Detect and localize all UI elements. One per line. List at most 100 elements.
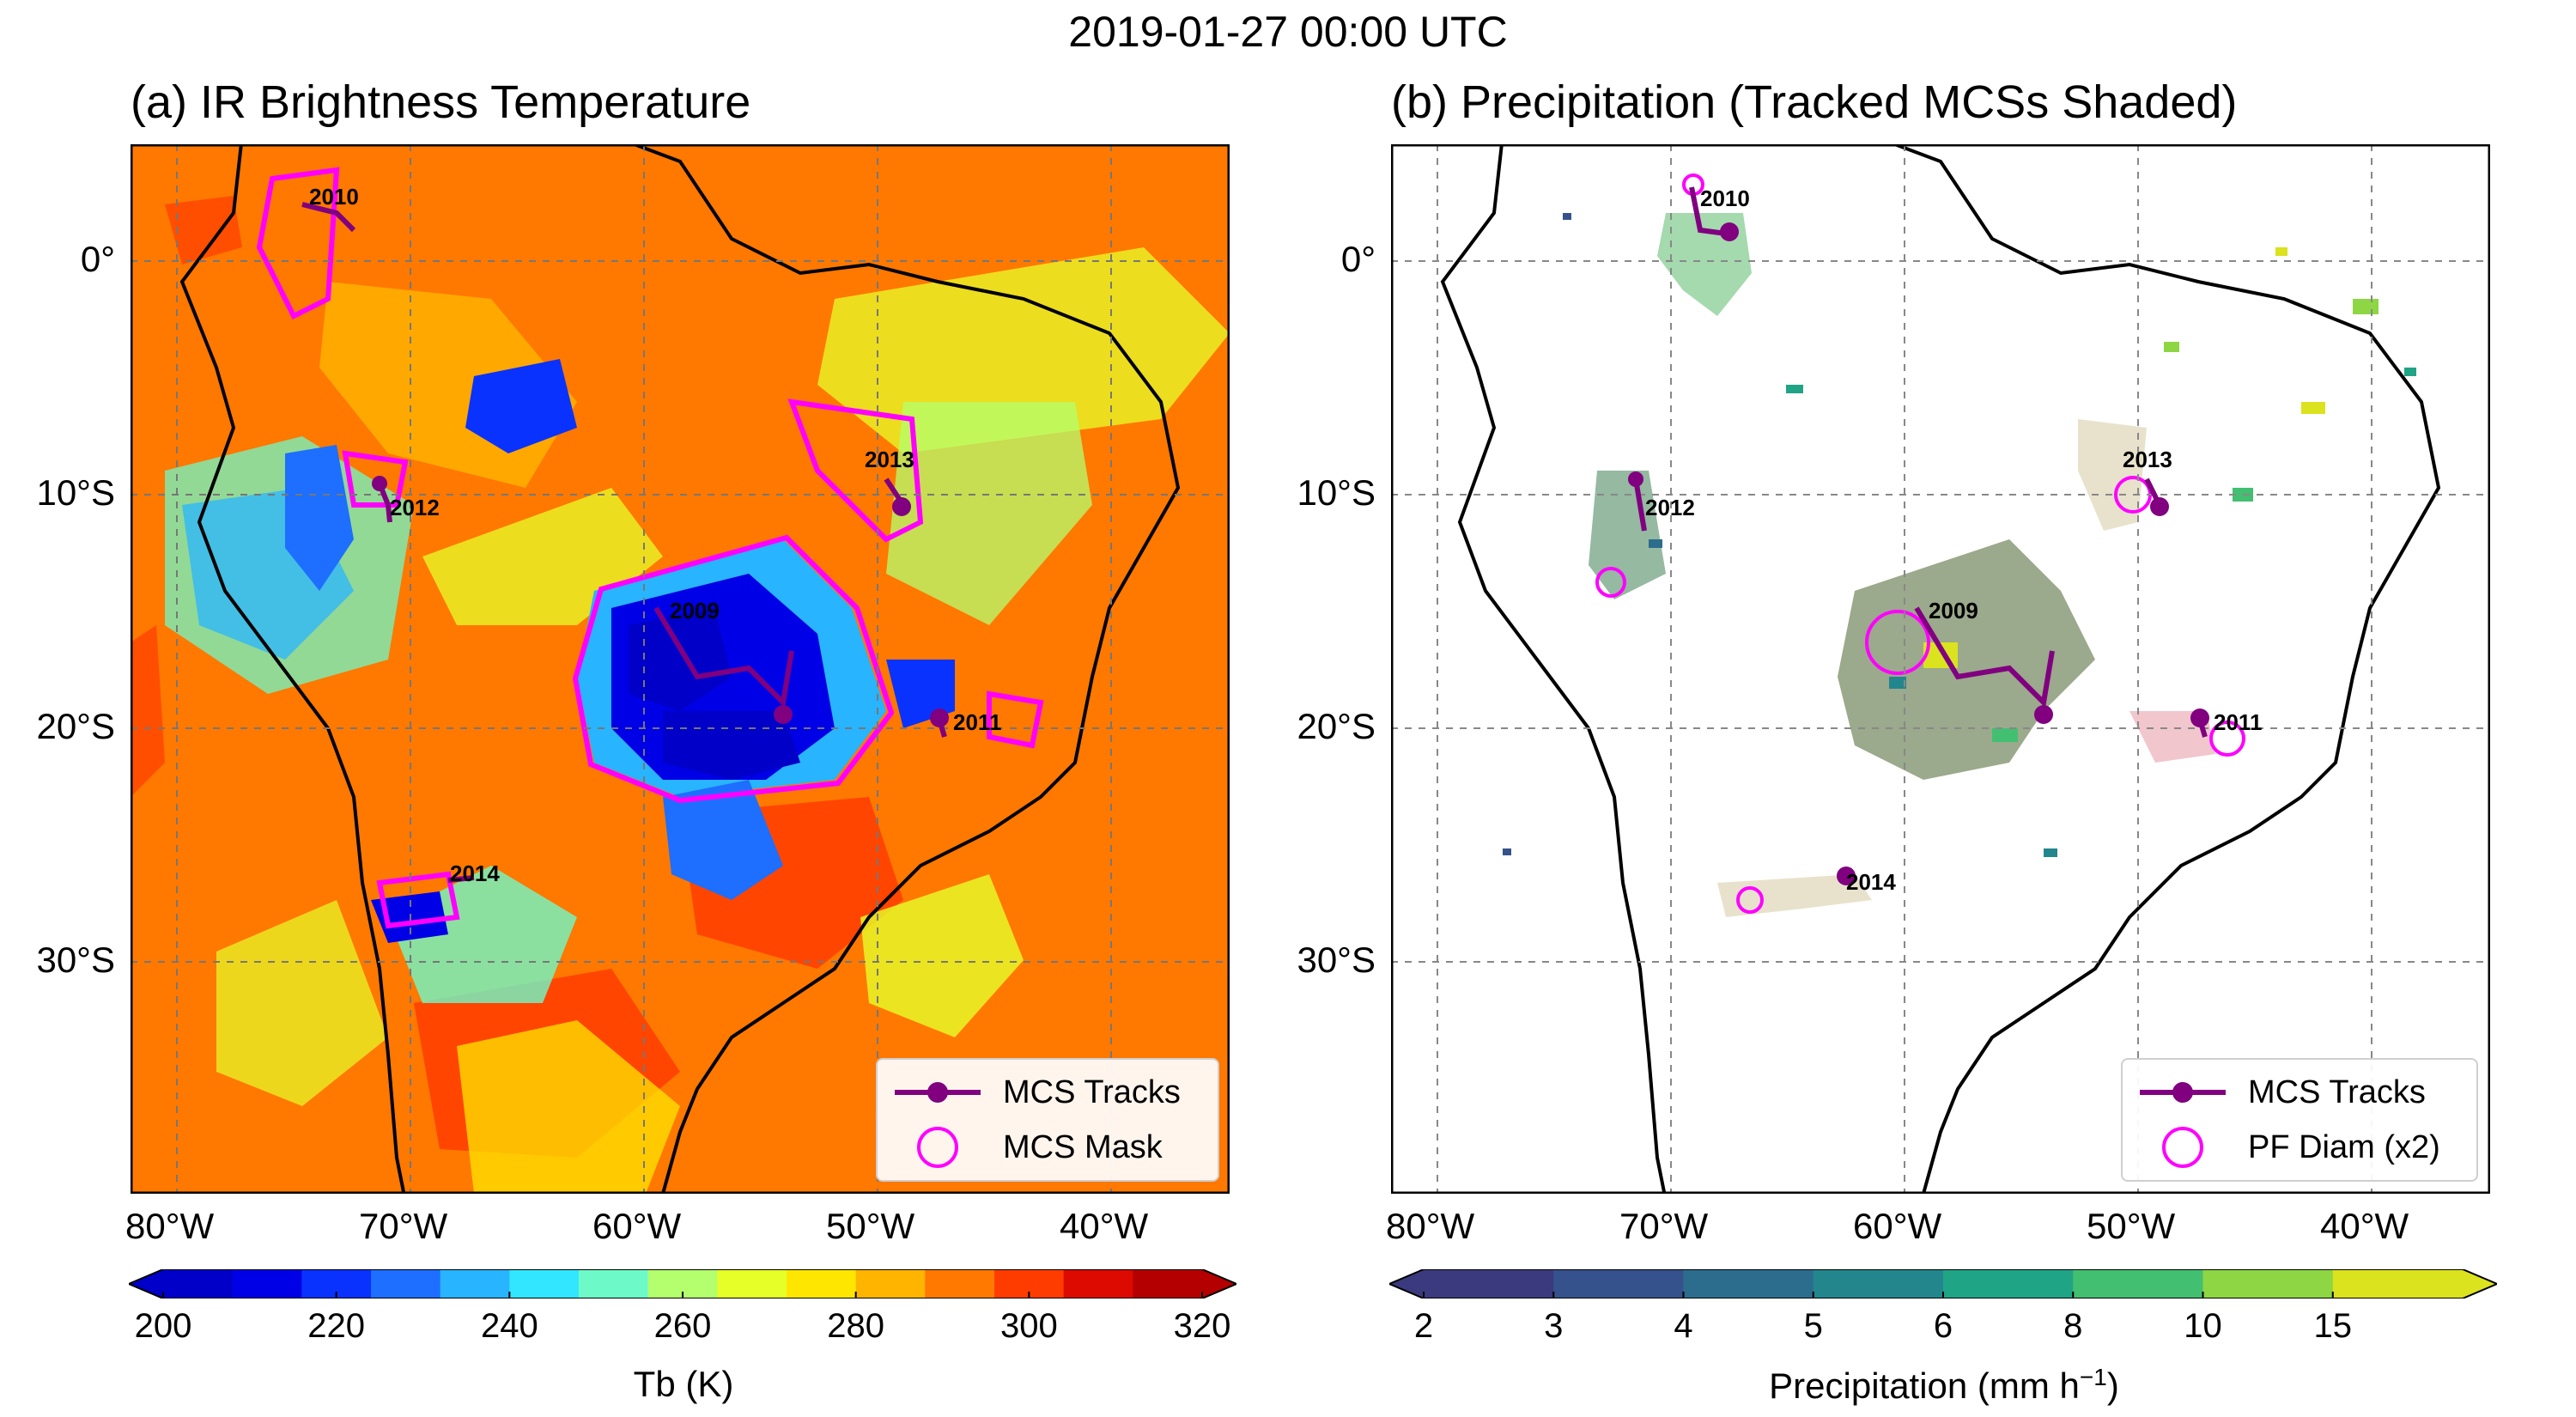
- colorbar-segment: [2332, 1269, 2464, 1298]
- colorbar-segment: [1943, 1269, 2074, 1298]
- legend-tracks-label: MCS Tracks: [1003, 1073, 1181, 1110]
- colorbar-segment: [579, 1269, 649, 1298]
- mcs-tracks-b: [1633, 186, 2208, 883]
- lon-tick-b-3: 50°W: [2087, 1206, 2176, 1246]
- panel-a-map: 2010 2013 2012 2009 2011 2014: [131, 144, 1230, 1194]
- mcs-label: 2011: [953, 709, 1001, 735]
- lon-tick-b-4: 40°W: [2320, 1206, 2409, 1246]
- lon-tick-b-2: 60°W: [1853, 1206, 1942, 1246]
- lon-tick-a-0: 80°W: [125, 1206, 215, 1246]
- lon-tick-b-1: 70°W: [1619, 1206, 1709, 1246]
- lat-tick-b-1: 10°S: [1297, 472, 1376, 513]
- colorbar-tick-label: 220: [307, 1307, 366, 1345]
- lat-tick-a-2: 20°S: [36, 706, 115, 746]
- colorbar-tick-label: 260: [653, 1307, 712, 1345]
- mcs-2009-area: [1838, 539, 2095, 780]
- colorbar-segment: [509, 1269, 580, 1298]
- colorbar-segment: [1063, 1269, 1133, 1298]
- lon-tick-a-3: 50°W: [826, 1206, 915, 1246]
- legend-row-tracks-b: MCS Tracks: [2123, 1067, 2426, 1118]
- colorbar-extend-min: [1389, 1269, 1424, 1298]
- gridlines-a: [131, 144, 1230, 1194]
- lon-tick-b-0: 80°W: [1386, 1206, 1475, 1246]
- mask-circle-icon: [917, 1127, 958, 1168]
- colorbar-segment: [1813, 1269, 1944, 1298]
- colorbar-segment: [2073, 1269, 2203, 1298]
- colorbar-tick-label: 280: [827, 1307, 885, 1345]
- legend-mask-label: MCS Mask: [1003, 1128, 1163, 1165]
- legend-pf-label: PF Diam (x2): [2248, 1128, 2440, 1165]
- lat-tick-b-3: 30°S: [1297, 940, 1376, 980]
- colorbar-tick-label: 15: [2313, 1307, 2353, 1345]
- colorbar-tick-label: 320: [1173, 1307, 1231, 1345]
- panel-b-map: 2010 2013 2012 2009 2011 2014: [1391, 144, 2490, 1194]
- panel-b-legend: MCS Tracks PF Diam (x2): [2121, 1058, 2478, 1182]
- legend-tracks-label-b: MCS Tracks: [2248, 1073, 2426, 1110]
- colorbar-segment: [371, 1269, 441, 1298]
- mcs-mask-outlines: [256, 167, 1044, 929]
- mcs-track-points-b: [1628, 222, 2209, 885]
- colorbar-segment: [440, 1269, 510, 1298]
- mcs-track-points-a: [372, 476, 949, 727]
- mcs-2014-area: [1717, 874, 1872, 917]
- lon-tick-a-2: 60°W: [592, 1206, 682, 1246]
- colorbar-a: [129, 1269, 1236, 1298]
- mcs-labels-b: 2010 2013 2012 2009 2011 2014: [1645, 185, 2262, 895]
- mcs-label: 2012: [1645, 495, 1695, 520]
- panel-a-title: (a) IR Brightness Temperature: [131, 76, 751, 128]
- mcs-label: 2011: [2214, 709, 2262, 735]
- colorbar-segment: [1553, 1269, 1684, 1298]
- colorbar-tick-label: 200: [134, 1307, 192, 1345]
- mcs-label: 2013: [865, 447, 914, 472]
- pf-diameter-circles: [1595, 173, 2245, 914]
- colorbar-extend-max: [2463, 1269, 2497, 1298]
- colorbar-segment: [1133, 1269, 1203, 1298]
- mcs-label: 2010: [309, 184, 359, 210]
- colorbar-b-label: Precipitation (mm h−1): [1769, 1364, 2119, 1406]
- panel-b-title: (b) Precipitation (Tracked MCSs Shaded): [1391, 76, 2238, 128]
- colorbar-a-label: Tb (K): [633, 1364, 734, 1404]
- lat-tick-a-3: 30°S: [36, 940, 115, 980]
- colorbar-segment: [163, 1269, 234, 1298]
- colorbar-segment: [1424, 1269, 1554, 1298]
- mcs-labels-a: 2010 2013 2012 2009 2011 2014: [309, 184, 1001, 886]
- colorbar-tick-label: 3: [1544, 1307, 1564, 1345]
- mcs-shaded-areas: [1589, 213, 2215, 917]
- legend-row-tracks: MCS Tracks: [878, 1067, 1181, 1118]
- colorbar-b: [1389, 1269, 2497, 1298]
- colorbar-tick-label: 240: [480, 1307, 538, 1345]
- colorbar-tick-label: 6: [1933, 1307, 1953, 1345]
- lon-tick-a-1: 70°W: [359, 1206, 448, 1246]
- gridlines-b: [1391, 144, 2490, 1194]
- mcs-label: 2010: [1700, 185, 1750, 211]
- mcs-label: 2014: [1846, 869, 1896, 895]
- colorbar-segment: [717, 1269, 787, 1298]
- colorbar-tick-label: 300: [999, 1307, 1058, 1345]
- coastline-a: [179, 144, 1181, 1194]
- mcs-label: 2013: [2123, 447, 2172, 472]
- pf-circle-icon: [2162, 1127, 2203, 1168]
- lat-tick-b-2: 20°S: [1297, 706, 1376, 746]
- colorbar-tick-label: 4: [1674, 1307, 1693, 1345]
- lat-tick-a-0: 0°: [80, 239, 115, 279]
- colorbar-extend-max: [1202, 1269, 1236, 1298]
- colorbar-tick-label: 2: [1413, 1307, 1434, 1345]
- colorbar-tick-label: 5: [1803, 1307, 1823, 1345]
- lat-tick-a-1: 10°S: [36, 472, 115, 513]
- colorbar-segment: [232, 1269, 302, 1298]
- colorbar-tick-label: 10: [2184, 1307, 2222, 1345]
- legend-row-pf: PF Diam (x2): [2123, 1122, 2440, 1173]
- mcs-2013-area: [2078, 419, 2147, 531]
- colorbar-extend-min: [129, 1269, 163, 1298]
- colorbar-segment: [1683, 1269, 1814, 1298]
- figure-title: 2019-01-27 00:00 UTC: [1068, 8, 1508, 56]
- mcs-label: 2014: [450, 861, 500, 886]
- coastline-b: [1440, 144, 2441, 1194]
- lat-tick-b-0: 0°: [1340, 239, 1376, 279]
- precip-scatter: [1503, 213, 2416, 857]
- panel-a-legend: MCS Tracks MCS Mask: [876, 1058, 1219, 1182]
- lon-tick-a-4: 40°W: [1060, 1206, 1149, 1246]
- colorbar-tick-label: 8: [2063, 1307, 2083, 1345]
- mcs-label: 2009: [670, 598, 720, 623]
- track-legend-icon: [2140, 1082, 2226, 1103]
